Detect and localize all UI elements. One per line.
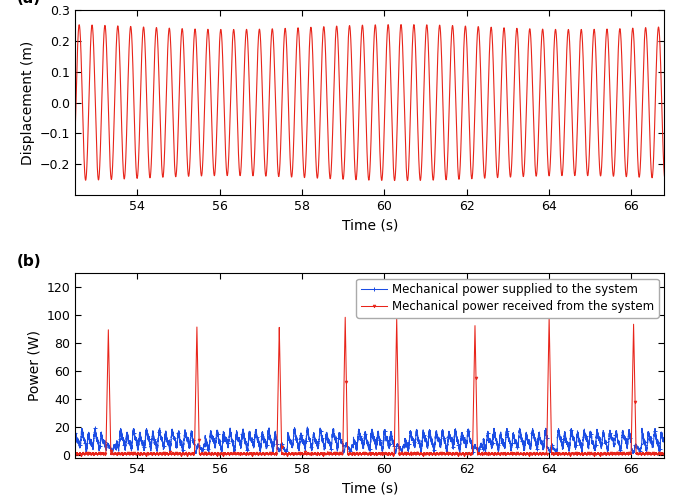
Text: (b): (b) xyxy=(16,254,41,269)
Mechanical power supplied to the system xyxy=(630,451,638,457)
Mechanical power supplied to the system xyxy=(303,424,312,430)
Mechanical power received from the system xyxy=(341,314,349,320)
Text: (a): (a) xyxy=(16,0,40,7)
Mechanical power supplied to the system xyxy=(336,432,345,438)
Mechanical power received from the system xyxy=(652,451,660,457)
Mechanical power supplied to the system xyxy=(71,430,79,436)
Mechanical power received from the system xyxy=(599,450,608,456)
Mechanical power supplied to the system xyxy=(660,438,669,444)
Y-axis label: Power (W): Power (W) xyxy=(27,330,41,401)
Mechanical power supplied to the system xyxy=(447,437,456,443)
Mechanical power received from the system xyxy=(531,452,539,458)
X-axis label: Time (s): Time (s) xyxy=(342,481,398,495)
Mechanical power supplied to the system xyxy=(599,431,608,437)
Mechanical power received from the system xyxy=(71,452,79,458)
Line: Mechanical power received from the system: Mechanical power received from the syste… xyxy=(74,316,666,456)
Mechanical power supplied to the system xyxy=(659,439,667,445)
X-axis label: Time (s): Time (s) xyxy=(342,218,398,232)
Mechanical power supplied to the system xyxy=(652,438,660,444)
Mechanical power received from the system xyxy=(447,452,456,458)
Legend: Mechanical power supplied to the system, Mechanical power received from the syst: Mechanical power supplied to the system,… xyxy=(356,279,658,317)
Mechanical power supplied to the system xyxy=(583,437,591,443)
Mechanical power received from the system xyxy=(583,451,591,457)
Line: Mechanical power supplied to the system: Mechanical power supplied to the system xyxy=(73,425,667,456)
Mechanical power received from the system xyxy=(659,451,667,457)
Mechanical power received from the system xyxy=(660,451,669,457)
Y-axis label: Displacement (m): Displacement (m) xyxy=(21,40,34,164)
Mechanical power received from the system xyxy=(336,450,345,456)
